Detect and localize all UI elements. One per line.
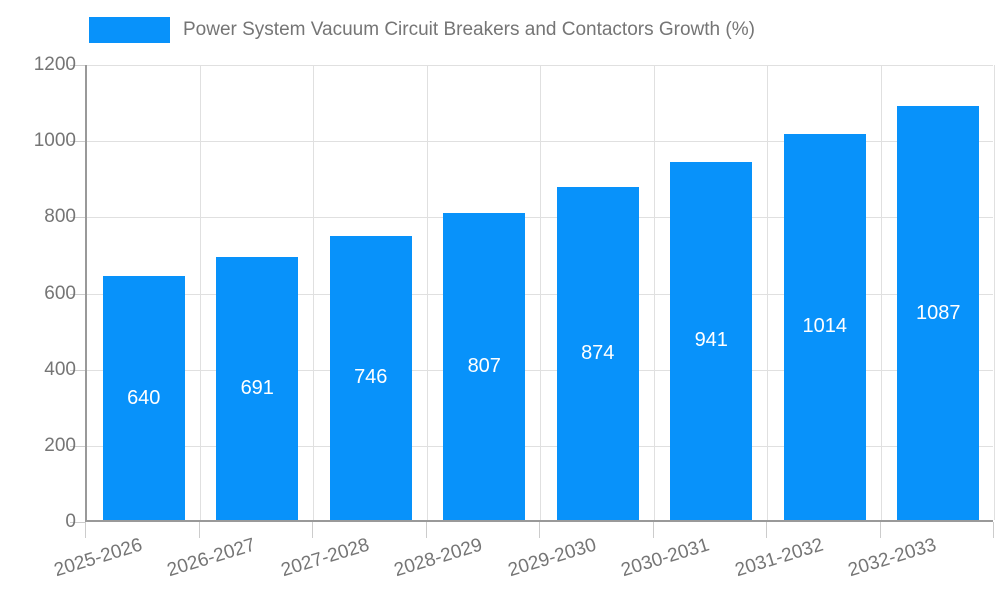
bar[interactable]: 874 [556, 187, 639, 520]
x-axis-label: 2028-2029 [392, 534, 486, 582]
bar-value-label: 941 [694, 329, 728, 352]
y-axis-label: 800 [44, 206, 76, 228]
bar-value-label: 1087 [916, 301, 961, 324]
y-axis-label: 1200 [33, 54, 76, 75]
x-axis-tick [766, 522, 767, 538]
x-axis-label: 2026-2027 [165, 534, 259, 582]
x-axis-label: 2029-2030 [505, 534, 599, 582]
x-axis-label: 2027-2028 [278, 534, 372, 582]
x-axis-tick [198, 522, 200, 538]
bar[interactable]: 1014 [783, 133, 866, 520]
v-gridline [426, 65, 428, 520]
x-axis-tick [425, 522, 427, 538]
x-axis-tick [652, 522, 654, 538]
x-axis-tick [312, 522, 313, 538]
x-axis-label: 2030-2031 [619, 534, 713, 582]
y-axis-tick [70, 141, 85, 143]
legend-swatch[interactable] [89, 17, 170, 43]
bar[interactable]: 1087 [897, 106, 980, 520]
y-axis-label: 400 [44, 358, 76, 380]
v-gridline [767, 65, 768, 520]
y-axis-label: 0 [65, 511, 76, 532]
bar[interactable]: 941 [670, 161, 753, 520]
bar[interactable]: 640 [102, 276, 185, 520]
y-axis-tick [70, 217, 85, 219]
bar-value-label: 807 [467, 354, 501, 377]
bar-value-label: 1014 [802, 315, 848, 338]
y-axis-label: 200 [44, 434, 76, 456]
x-axis-tick [993, 522, 994, 538]
bar-value-label: 691 [240, 376, 274, 399]
x-axis-label: 2025-2026 [51, 534, 145, 582]
y-axis-tick [70, 522, 85, 523]
x-axis-tick [879, 522, 881, 538]
v-gridline [199, 65, 201, 520]
bar[interactable]: 691 [216, 256, 299, 520]
bar[interactable]: 807 [443, 212, 526, 520]
x-axis-label: 2032-2033 [846, 534, 940, 582]
bar[interactable]: 746 [329, 235, 412, 520]
x-axis-tick [85, 522, 86, 538]
v-gridline [653, 65, 655, 520]
legend-label: Power System Vacuum Circuit Breakers and… [183, 19, 755, 40]
v-gridline [540, 65, 541, 520]
v-gridline [313, 65, 314, 520]
y-axis-tick [70, 445, 85, 447]
v-gridline [994, 65, 995, 520]
x-axis-label: 2031-2032 [732, 534, 826, 582]
bar-value-label: 874 [581, 342, 615, 365]
y-axis-label: 1000 [33, 130, 76, 152]
legend-item[interactable]: Power System Vacuum Circuit Breakers and… [89, 17, 755, 43]
plot-area: 640 691 746 807 874 941 1014 1087 [85, 65, 995, 522]
bar-value-label: 640 [127, 386, 161, 409]
bar-value-label: 746 [354, 366, 388, 389]
y-axis-tick [70, 65, 85, 66]
y-axis-tick [70, 293, 85, 295]
v-gridline [880, 65, 882, 520]
y-axis-tick [70, 369, 85, 371]
x-axis-tick [539, 522, 540, 538]
y-axis-label: 600 [44, 282, 76, 304]
